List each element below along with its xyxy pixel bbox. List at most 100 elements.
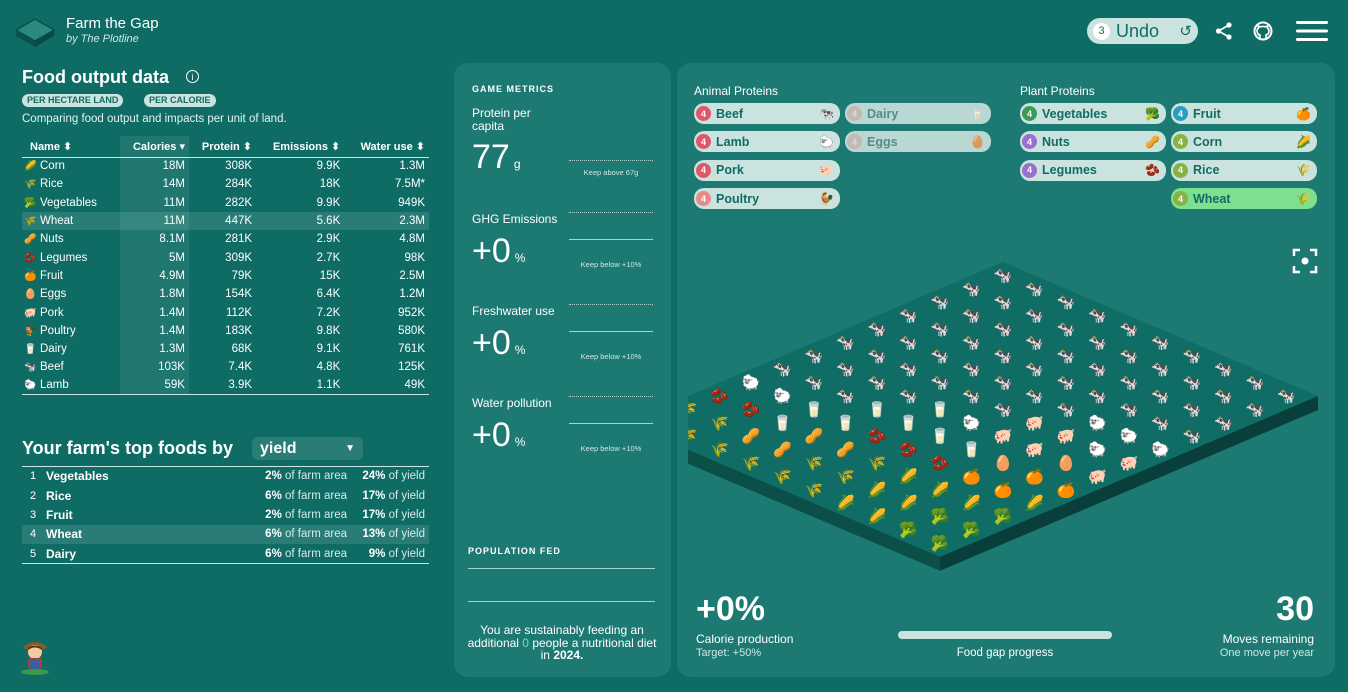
food-button-fruit[interactable]: 4 Fruit 🍊 [1171,103,1317,124]
farm-tile[interactable]: 🐄 [1120,320,1139,338]
food-button-pork[interactable]: 4 Pork 🐖 [694,159,840,181]
farm-tile[interactable]: 🌾 [742,454,761,472]
farm-tile[interactable]: 🍊 [1025,467,1045,485]
food-button-legumes[interactable]: 4 Legumes 🫘 [1020,159,1166,181]
food-button-wheat[interactable]: 4 Wheat 🌾 [1171,188,1317,210]
farm-tile[interactable]: 🐄 [1246,400,1265,418]
food-button-nuts[interactable]: 4 Nuts 🥜 [1020,131,1166,153]
col-calories[interactable]: Calories ▾ [119,136,189,158]
farm-tile[interactable]: 🍊 [962,467,982,485]
farm-tile[interactable]: 🐄 [868,320,887,338]
food-button-rice[interactable]: 4 Rice 🌾 [1171,159,1317,181]
farm-tile[interactable]: 🌾 [688,427,697,445]
food-button-eggs[interactable]: 4 Eggs 🥚 [845,131,991,153]
farm-tile[interactable]: 🫘 [931,453,950,472]
farm-tile[interactable]: 🐄 [1025,280,1044,298]
food-button-vegetables[interactable]: 4 Vegetables 🥦 [1020,103,1166,124]
farm-tile[interactable]: 🐄 [1214,387,1233,405]
farm-tile[interactable]: 🌾 [805,481,824,499]
farm-tile[interactable]: 🐄 [899,387,918,405]
farm-tile[interactable]: 🐄 [1057,320,1076,338]
farm-tile[interactable]: 🐖 [1088,467,1107,485]
farm-tile[interactable]: 🥦 [899,520,918,539]
farm-tile[interactable]: 🐄 [805,347,824,365]
farm-tile[interactable]: 🍊 [1057,481,1077,499]
farm-tile[interactable]: 🐑 [1088,413,1107,432]
farm-tile[interactable]: 🌾 [836,467,855,485]
github-icon[interactable] [1252,20,1274,42]
farm-tile[interactable]: 🥛 [931,427,950,445]
farm-tile[interactable]: 🌽 [931,480,950,499]
farm-tile[interactable]: 🐄 [1088,360,1107,378]
farm-tile[interactable]: 🥦 [931,507,950,526]
farm-tile[interactable]: 🌽 [899,493,918,512]
farm-tile[interactable]: 🥛 [899,414,918,432]
farm-tile[interactable]: 🐄 [1183,400,1202,418]
col-emissions[interactable]: Emissions ⬍ [256,136,345,158]
farm-tile[interactable]: 🐄 [868,374,887,392]
farm-tile[interactable]: 🐄 [931,320,950,338]
farm-tile[interactable]: 🌾 [710,414,729,432]
farm-tile[interactable]: 🫘 [742,399,761,418]
farm-tile[interactable]: 🐑 [1120,426,1139,445]
farm-tile[interactable]: 🥜 [805,426,824,445]
farm-tile[interactable]: 🌾 [773,467,792,485]
farm-tile[interactable]: 🐄 [994,374,1013,392]
farm-tile[interactable]: 🐄 [1025,387,1044,405]
col-name[interactable]: Name ⬍ [22,136,120,158]
farm-tile[interactable]: 🐄 [931,293,950,311]
farm-tile[interactable]: 🐑 [742,373,761,392]
food-button-beef[interactable]: 4 Beef 🐄 [694,103,840,124]
farm-tile[interactable]: 🥚 [994,454,1013,472]
food-button-dairy[interactable]: 4 Dairy 🥛 [845,103,991,124]
farm-tile[interactable]: 🐄 [1057,347,1076,365]
farm-tile[interactable]: 🐄 [899,333,918,351]
farm-tile[interactable]: 🌽 [1025,493,1044,512]
farm-tile[interactable]: 🍊 [994,481,1014,499]
farm-tile[interactable]: 🌽 [962,493,981,512]
farm-tile[interactable]: 🐑 [773,386,792,405]
farm-tile[interactable]: 🐑 [1151,440,1170,459]
per-calorie-chip[interactable]: PER CALORIE [144,94,216,107]
farm-tile[interactable]: 🐖 [1057,427,1076,445]
undo-button[interactable]: 3 Undo ↺ [1087,18,1198,44]
focus-icon[interactable] [1292,248,1318,274]
farm-tile[interactable]: 🌽 [868,507,887,526]
farm-tile[interactable]: 🌾 [710,441,729,459]
farm-tile[interactable]: 🐄 [1151,414,1170,432]
farm-tile[interactable]: 🐄 [1120,400,1139,418]
farm-tile[interactable]: 🐄 [1088,387,1107,405]
farm-tile[interactable]: 🐄 [1246,374,1265,392]
farm-tile[interactable]: 🐄 [931,374,950,392]
farm-tile[interactable]: 🌾 [688,400,697,418]
farm-tile[interactable]: 🥛 [836,414,855,432]
farm-tile[interactable]: 🐄 [1057,374,1076,392]
farm-tile[interactable]: 🐄 [962,307,981,325]
farm-tile[interactable]: 🐖 [994,427,1013,445]
farm-tile[interactable]: 🐄 [1151,333,1170,351]
farm-tile[interactable]: 🐄 [994,400,1013,418]
farm-board[interactable]: 🐄 🐄 🐄 🐄 🐄 🐄 🐄 🐄 🐄 🐄 🐄 🐄 🐄 🐄 🐄 🐄 🐄 🐄 🐄 🐄 🐄 🐄 🐄 🐄 🐄 🐄 🐄 🐄 🐄 🐄 🐄 🐄 🐄 🐄 🐄 🐄 🐄 🐄 🐄 🐄… [688,250,1328,600]
farm-tile[interactable]: 🐄 [1025,360,1044,378]
farm-tile[interactable]: 🐖 [1025,414,1044,432]
share-icon[interactable] [1213,20,1235,42]
farm-tile[interactable]: 🐄 [994,347,1013,365]
farm-tile[interactable]: 🥛 [773,414,792,432]
farm-tile[interactable]: 🌽 [836,493,855,512]
farm-tile[interactable]: 🐄 [1151,360,1170,378]
farm-tile[interactable]: 🫘 [710,386,729,405]
farm-tile[interactable]: 🥛 [868,400,887,418]
farm-tile[interactable]: 🐄 [836,333,855,351]
farm-tile[interactable]: 🐖 [1120,454,1139,472]
farm-tile[interactable]: 🥦 [962,520,981,539]
farm-tile[interactable]: 🐖 [1025,441,1044,459]
food-button-poultry[interactable]: 4 Poultry 🐓 [694,188,840,210]
menu-icon[interactable] [1295,20,1329,42]
farm-tile[interactable]: 🐄 [1057,400,1076,418]
farm-tile[interactable]: 🥦 [994,507,1013,526]
farm-tile[interactable]: 🥛 [931,400,950,418]
farm-tile[interactable]: 🥦 [931,533,950,552]
farm-tile[interactable]: 🫘 [868,426,887,445]
farm-tile[interactable]: 🥛 [962,441,981,459]
farm-tile[interactable]: 🐄 [994,320,1013,338]
